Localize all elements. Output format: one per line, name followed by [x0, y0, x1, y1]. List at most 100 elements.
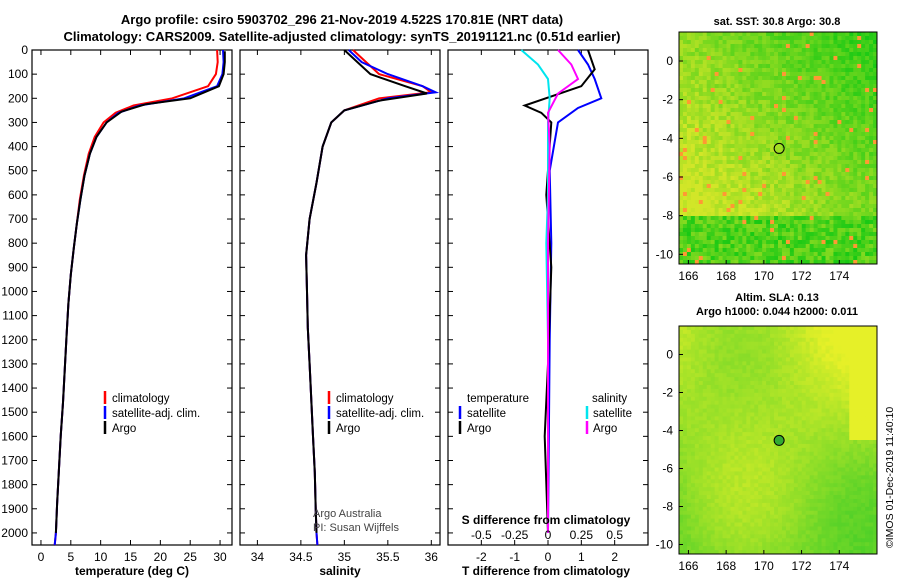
heatmap-cell [785, 60, 791, 65]
heatmap-cell [833, 232, 838, 237]
heatmap-cell [785, 32, 791, 37]
heatmap-cell [825, 228, 830, 233]
heatmap-cell [722, 333, 727, 339]
heatmap-cell [746, 68, 751, 73]
heatmap-cell [857, 36, 862, 41]
heatmap-cell [714, 128, 719, 133]
heatmap-cell [698, 240, 704, 245]
heatmap-cell [726, 84, 731, 89]
heatmap-cell [679, 369, 684, 374]
heatmap-cell [781, 56, 787, 61]
heatmap-cell [809, 443, 815, 449]
heatmap-cell [778, 428, 783, 433]
heatmap-cell [734, 349, 739, 354]
heatmap-cell [774, 240, 779, 245]
heatmap-cell [734, 176, 739, 181]
heatmap-cell [841, 92, 846, 97]
heatmap-cell [809, 432, 815, 437]
heatmap-cell [734, 400, 739, 406]
heatmap-cell [865, 440, 870, 445]
heatmap-cell [706, 196, 712, 201]
heatmap-cell [781, 32, 787, 37]
heatmap-cell [853, 152, 858, 157]
heatmap-cell [785, 424, 791, 429]
heatmap-cell [730, 428, 735, 433]
heatmap-cell [746, 369, 751, 374]
heatmap-cell [690, 204, 696, 209]
heatmap-cell [809, 72, 815, 77]
heatmap-cell [686, 176, 692, 181]
heatmap-cell [742, 56, 747, 61]
heatmap-cell [865, 132, 870, 137]
heatmap-cell [801, 48, 807, 53]
heatmap-cell [770, 463, 775, 468]
heatmap-cell [702, 68, 708, 73]
heatmap-cell [746, 244, 751, 249]
heatmap-cell [805, 164, 811, 169]
heatmap-cell [722, 236, 727, 241]
heatmap-cell [873, 40, 878, 45]
heatmap-cell [817, 248, 822, 253]
heatmap-cell [682, 204, 688, 209]
heatmap-cell [873, 244, 878, 249]
heatmap-cell [825, 72, 830, 77]
heatmap-cell [750, 377, 755, 382]
heatmap-cell [781, 392, 787, 398]
heatmap-cell [778, 377, 783, 382]
heatmap-cell [686, 208, 692, 213]
heatmap-cell [813, 52, 818, 57]
heatmap-cell [857, 192, 862, 197]
heatmap-cell [841, 48, 846, 53]
y-tick-label: 1700 [1, 453, 28, 467]
heatmap-cell [801, 168, 807, 173]
heatmap-cell [750, 172, 755, 177]
heatmap-cell [801, 333, 807, 339]
heatmap-cell [714, 408, 719, 413]
heatmap-cell [730, 60, 735, 65]
heatmap-cell [750, 88, 755, 93]
heatmap-cell [726, 76, 731, 81]
heatmap-cell [746, 353, 751, 358]
heatmap-cell [694, 92, 700, 97]
heatmap-cell [754, 404, 759, 409]
heatmap-cell [857, 104, 862, 109]
heatmap-cell [694, 381, 700, 386]
heatmap-cell [726, 100, 731, 105]
heatmap-cell [873, 463, 878, 468]
heatmap-cell [762, 40, 767, 45]
heatmap-cell [762, 80, 767, 85]
heatmap-cell [789, 172, 795, 177]
heatmap-cell [686, 148, 692, 153]
heatmap-cell [754, 400, 759, 406]
heatmap-cell [686, 244, 692, 249]
heatmap-cell [718, 80, 723, 85]
heatmap-cell [694, 455, 700, 461]
heatmap-cell [679, 72, 684, 77]
heatmap-cell [813, 192, 818, 197]
heatmap-cell [694, 326, 700, 331]
heatmap-cell [869, 416, 874, 421]
heatmap-cell [746, 92, 751, 97]
heatmap-cell [714, 140, 719, 145]
heatmap-cell [837, 232, 842, 237]
heatmap-cell [845, 443, 850, 449]
heatmap-cell [746, 144, 751, 149]
heatmap-cell [718, 156, 723, 161]
heatmap-cell [722, 260, 727, 265]
heatmap-cell [789, 128, 795, 133]
heatmap-cell [841, 228, 846, 233]
heatmap-cell [869, 412, 874, 417]
heatmap-cell [766, 353, 771, 358]
heatmap-cell [778, 92, 783, 97]
heatmap-cell [865, 236, 870, 241]
heatmap-cell [829, 196, 834, 201]
heatmap-cell [829, 88, 834, 93]
heatmap-cell [785, 84, 791, 89]
heatmap-cell [714, 443, 719, 449]
heatmap-cell [853, 396, 858, 402]
heatmap-cell [809, 204, 815, 209]
heatmap-cell [825, 60, 830, 65]
heatmap-cell [750, 451, 755, 457]
heatmap-cell [682, 36, 688, 41]
heatmap-cell [730, 84, 735, 89]
